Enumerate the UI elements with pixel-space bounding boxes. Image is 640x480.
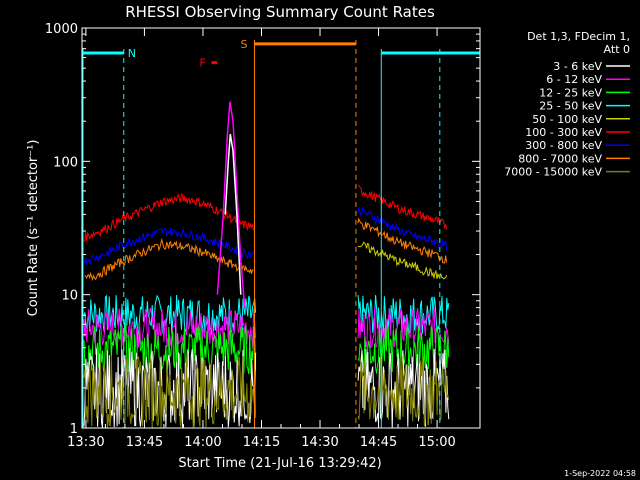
noise-series-4 — [83, 355, 450, 429]
flag-label-s: S — [240, 38, 247, 51]
legend-label: 7000 - 15000 keV — [504, 166, 602, 179]
blue-band-series — [84, 206, 448, 265]
x-tick-label: 13:45 — [126, 435, 163, 450]
red-band-series — [84, 184, 448, 242]
x-tick-label: 14:00 — [184, 435, 221, 450]
legend-label: 3 - 6 keV — [553, 60, 602, 73]
footer-timestamp: 1-Sep-2022 04:58 — [564, 469, 636, 478]
noise-series-1 — [83, 307, 450, 349]
flare-magenta-peak — [216, 101, 246, 308]
legend-label: 12 - 25 keV — [539, 86, 602, 99]
flag-label-n: N — [128, 47, 136, 60]
y-tick-label: 10 — [61, 289, 78, 304]
y-axis-label: Count Rate (s⁻¹ detector⁻¹) — [26, 140, 41, 317]
yellow-band-series — [357, 241, 448, 280]
flag-label-f: F — [200, 57, 206, 70]
orange-band-series — [84, 217, 448, 282]
y-tick-label: 1 — [70, 422, 78, 437]
plot-area: NNSF — [82, 38, 480, 429]
legend-label: 50 - 100 keV — [532, 113, 602, 126]
legend-label: 6 - 12 keV — [546, 73, 602, 86]
x-tick-label: 14:15 — [243, 435, 280, 450]
x-tick-label: 13:30 — [67, 435, 104, 450]
chart-title: RHESSI Observing Summary Count Rates — [125, 3, 435, 21]
flare-white-peak — [224, 133, 242, 295]
legend-header: Det 1,3, FDecim 1, — [527, 30, 630, 43]
legend-label: 25 - 50 keV — [539, 100, 602, 113]
x-tick-label: 14:45 — [360, 435, 397, 450]
legend-label: 100 - 300 keV — [525, 126, 602, 139]
legend-label: 800 - 7000 keV — [518, 152, 602, 165]
x-axis-ticks: 13:30 13:45 14:00 14:15 14:30 14:45 15:00 — [67, 28, 456, 450]
x-tick-label: 15:00 — [418, 435, 455, 450]
y-axis-ticks: 1 10 100 1000 — [45, 22, 480, 437]
legend-header: Att 0 — [604, 43, 630, 56]
x-axis-label: Start Time (21-Jul-16 13:29:42) — [178, 456, 381, 471]
legend-label: 300 - 800 keV — [525, 139, 602, 152]
y-tick-label: 100 — [53, 155, 78, 170]
x-tick-label: 14:30 — [301, 435, 338, 450]
y-tick-label: 1000 — [45, 22, 78, 37]
